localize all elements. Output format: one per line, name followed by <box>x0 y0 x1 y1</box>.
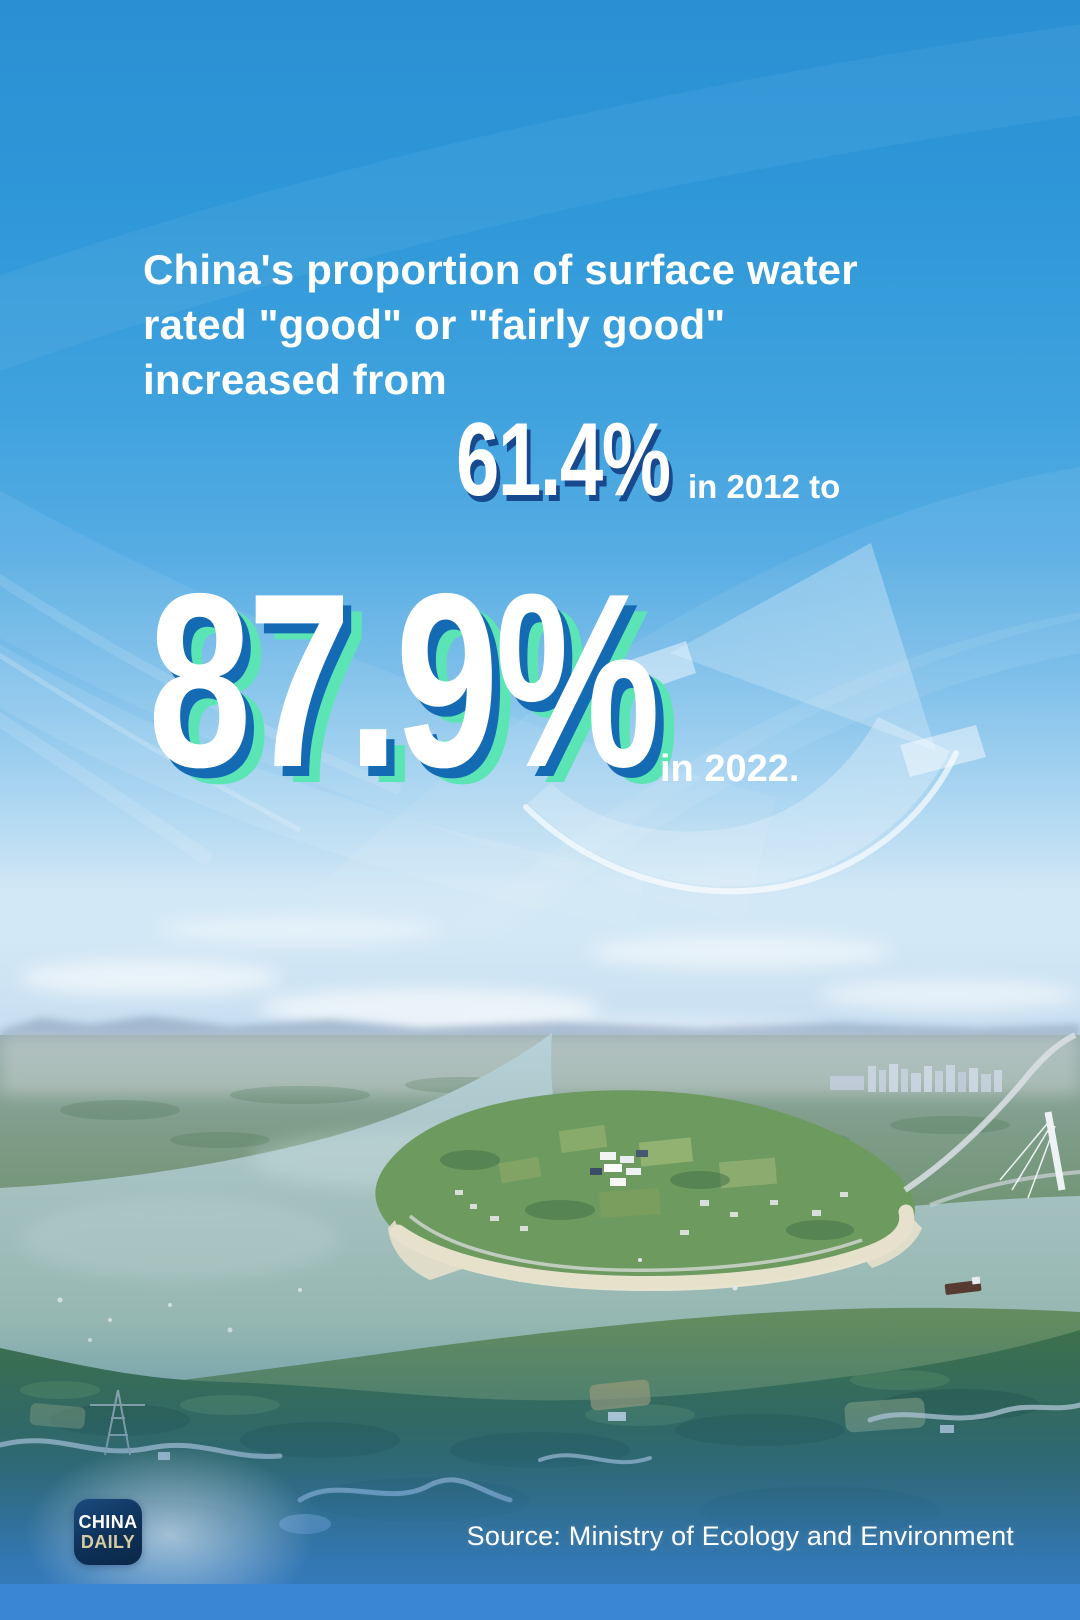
logo-text-china: CHINA <box>78 1512 138 1532</box>
stat-2012-value: 61.4% <box>456 402 671 518</box>
clouds <box>20 916 1080 1042</box>
china-daily-logo: CHINA DAILY <box>74 1499 142 1565</box>
stat-2022-label: in 2022. <box>660 748 800 790</box>
right-bank <box>903 1032 1080 1207</box>
bridge-pylon <box>999 1111 1066 1199</box>
bottom-bar <box>0 1584 1080 1620</box>
peninsula <box>375 1090 922 1292</box>
barge <box>944 1276 982 1295</box>
logo-text-daily: DAILY <box>80 1532 136 1552</box>
stat-2012: 61.4% <box>456 408 741 512</box>
greenhouse-cluster <box>590 1150 648 1186</box>
stat-2012-label: in 2012 to <box>688 468 841 505</box>
headline-line-2: rated "good" or "fairly good" <box>143 301 726 348</box>
headline: China's proportion of surface water rate… <box>143 242 943 407</box>
source-credit: Source: Ministry of Ecology and Environm… <box>466 1521 1014 1551</box>
distant-city <box>830 1064 1002 1092</box>
headline-line-3: increased from <box>143 356 447 403</box>
stat-2022-value: 87.9% <box>148 541 660 819</box>
headline-line-1: China's proportion of surface water <box>143 246 858 293</box>
